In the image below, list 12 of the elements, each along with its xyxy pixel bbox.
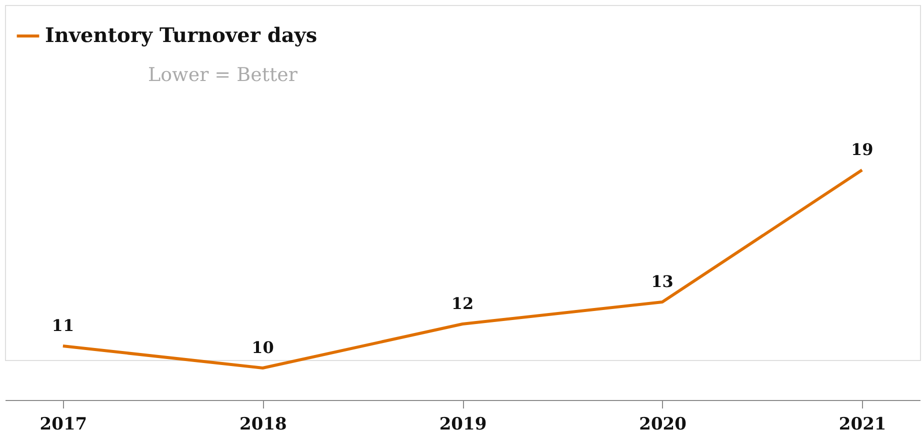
x-tick-label: 2021 xyxy=(838,414,886,434)
x-tick-label: 2019 xyxy=(439,414,487,434)
x-tick-label: 2018 xyxy=(240,414,287,434)
x-tick-label: 2020 xyxy=(639,414,687,434)
data-label: 11 xyxy=(52,316,74,335)
data-label: 10 xyxy=(252,338,274,357)
data-label: 13 xyxy=(651,272,674,291)
legend-label: Inventory Turnover days xyxy=(45,23,318,47)
data-label: 19 xyxy=(850,140,874,159)
text: Lower = Better xyxy=(148,64,298,86)
data-label: 12 xyxy=(451,294,474,313)
x-tick-label: 2017 xyxy=(40,414,88,434)
